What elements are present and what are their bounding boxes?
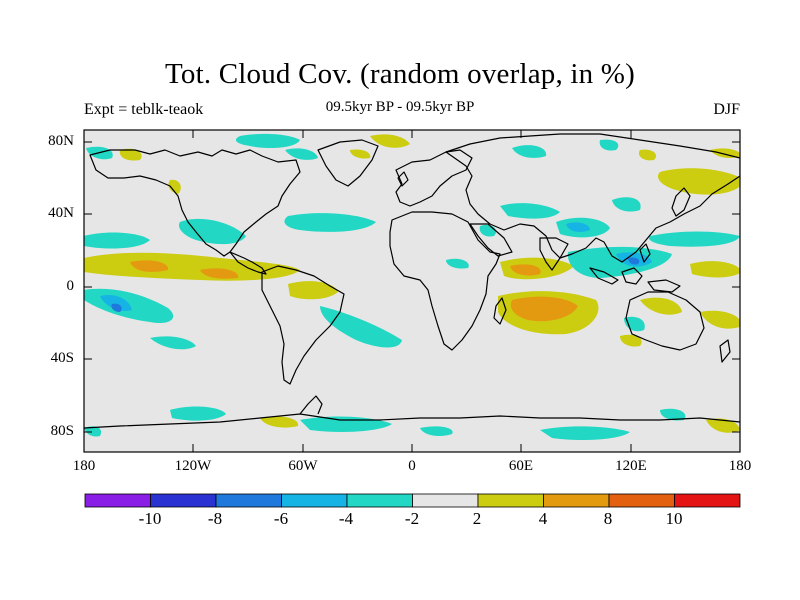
anomaly-patch xyxy=(170,406,226,421)
anomaly-patch xyxy=(700,310,740,329)
anomaly-patch xyxy=(288,281,338,300)
lon-label: 60E xyxy=(508,458,534,474)
colorbar-label: -8 xyxy=(207,509,223,528)
anomaly-patch xyxy=(111,303,122,312)
colorbar-swatch xyxy=(84,493,151,508)
colorbar-label: -10 xyxy=(138,509,162,528)
plot-title: Tot. Cloud Cov. (random overlap, in %) xyxy=(164,58,636,90)
anomaly-patch xyxy=(540,426,630,440)
anomaly-patch xyxy=(628,257,640,265)
colorbar-swatch xyxy=(543,493,610,508)
colorbar-swatch xyxy=(412,493,479,508)
anomaly-field xyxy=(84,133,740,440)
anomaly-patch xyxy=(640,297,682,315)
colorbar-swatch xyxy=(674,493,741,508)
map-background xyxy=(84,130,740,452)
anomaly-patch xyxy=(446,258,469,269)
anomaly-patch xyxy=(84,252,300,281)
lon-label: 180 xyxy=(728,458,752,474)
anomaly-patch xyxy=(620,334,642,347)
lon-label: 120W xyxy=(174,458,212,474)
lat-label: 40N xyxy=(48,205,74,221)
anomaly-patch xyxy=(119,148,142,161)
lon-label: 120E xyxy=(615,458,647,474)
colorbar-label: -2 xyxy=(404,509,420,528)
colorbar xyxy=(84,493,741,508)
colorbar-swatch xyxy=(281,493,348,508)
lon-label: 60W xyxy=(288,458,318,474)
colorbar-label: 4 xyxy=(538,509,548,528)
anomaly-patch xyxy=(178,218,246,245)
anomaly-patch xyxy=(130,260,169,272)
anomaly-patch xyxy=(235,133,300,148)
anomaly-patch xyxy=(510,296,578,322)
colorbar-swatch xyxy=(346,493,413,508)
anomaly-patch xyxy=(100,294,132,312)
lon-label: 0 xyxy=(408,458,416,474)
anomaly-patch xyxy=(168,179,181,194)
colorbar-label: -6 xyxy=(273,509,289,528)
anomaly-patch xyxy=(660,408,686,421)
anomaly-patch xyxy=(150,336,196,350)
anomaly-patch xyxy=(512,145,547,158)
lat-ticks xyxy=(84,141,740,433)
lat-label: 0 xyxy=(66,278,75,294)
colorbar-label: 2 xyxy=(472,509,482,528)
anomaly-patch xyxy=(84,426,102,437)
anomaly-patch xyxy=(638,149,657,161)
lon-label: 180 xyxy=(72,458,96,474)
anomaly-patch xyxy=(200,268,239,279)
anomaly-patch xyxy=(500,203,560,219)
anomaly-patch xyxy=(284,213,376,232)
anomaly-patch xyxy=(84,232,150,249)
colorbar-swatch xyxy=(608,493,675,508)
anomaly-patch xyxy=(648,231,740,247)
colorbar-swatch xyxy=(150,493,217,508)
anomaly-patch xyxy=(567,246,672,278)
lat-label: 80N xyxy=(48,133,74,149)
colorbar-label: -4 xyxy=(338,509,354,528)
colorbar-label: 10 xyxy=(665,509,683,528)
anomaly-patch xyxy=(599,139,619,151)
lat-label: 80S xyxy=(50,423,74,439)
colorbar-swatch xyxy=(215,493,282,508)
anomaly-patch xyxy=(350,149,371,159)
coastlines xyxy=(84,133,740,429)
anomaly-patch xyxy=(260,416,299,428)
experiment-label: Expt = teblk-teaok xyxy=(84,101,204,118)
period-label: 09.5kyr BP - 09.5kyr BP xyxy=(325,99,475,115)
anomaly-patch xyxy=(370,134,410,148)
anomaly-patch xyxy=(706,418,740,433)
anomaly-patch xyxy=(658,168,740,195)
anomaly-patch xyxy=(320,306,402,348)
colorbar-swatch xyxy=(477,493,544,508)
lon-ticks xyxy=(192,130,632,452)
anomaly-patch xyxy=(566,222,590,232)
lat-label: 40S xyxy=(50,350,74,366)
colorbar-label: 8 xyxy=(603,509,613,528)
anomaly-patch xyxy=(690,261,740,278)
anomaly-patch xyxy=(510,264,541,276)
season-label: DJF xyxy=(713,101,740,118)
anomaly-patch xyxy=(420,426,453,436)
anomaly-patch xyxy=(285,148,318,160)
anomaly-patch xyxy=(612,197,641,212)
